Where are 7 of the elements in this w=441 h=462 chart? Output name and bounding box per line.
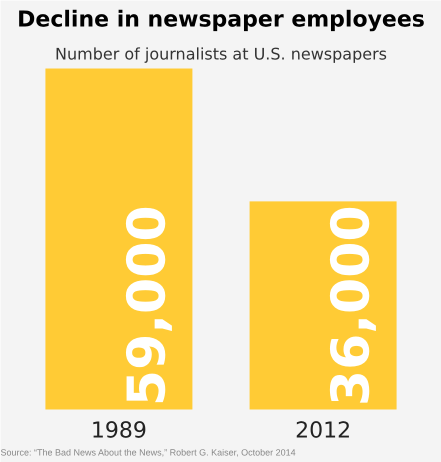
x-tick-label: 2012 [295, 418, 352, 444]
data-label: 36,000 [322, 205, 382, 406]
chart-title: Decline in newspaper employees [17, 8, 425, 32]
chart-subtitle: Number of journalists at U.S. newspapers [55, 44, 387, 64]
data-label: 59,000 [117, 205, 178, 406]
x-tick-label: 1989 [90, 418, 147, 444]
source-note: Source: “The Bad News About the News,” Robert G. Kaiser, October 2014 [0, 448, 296, 458]
